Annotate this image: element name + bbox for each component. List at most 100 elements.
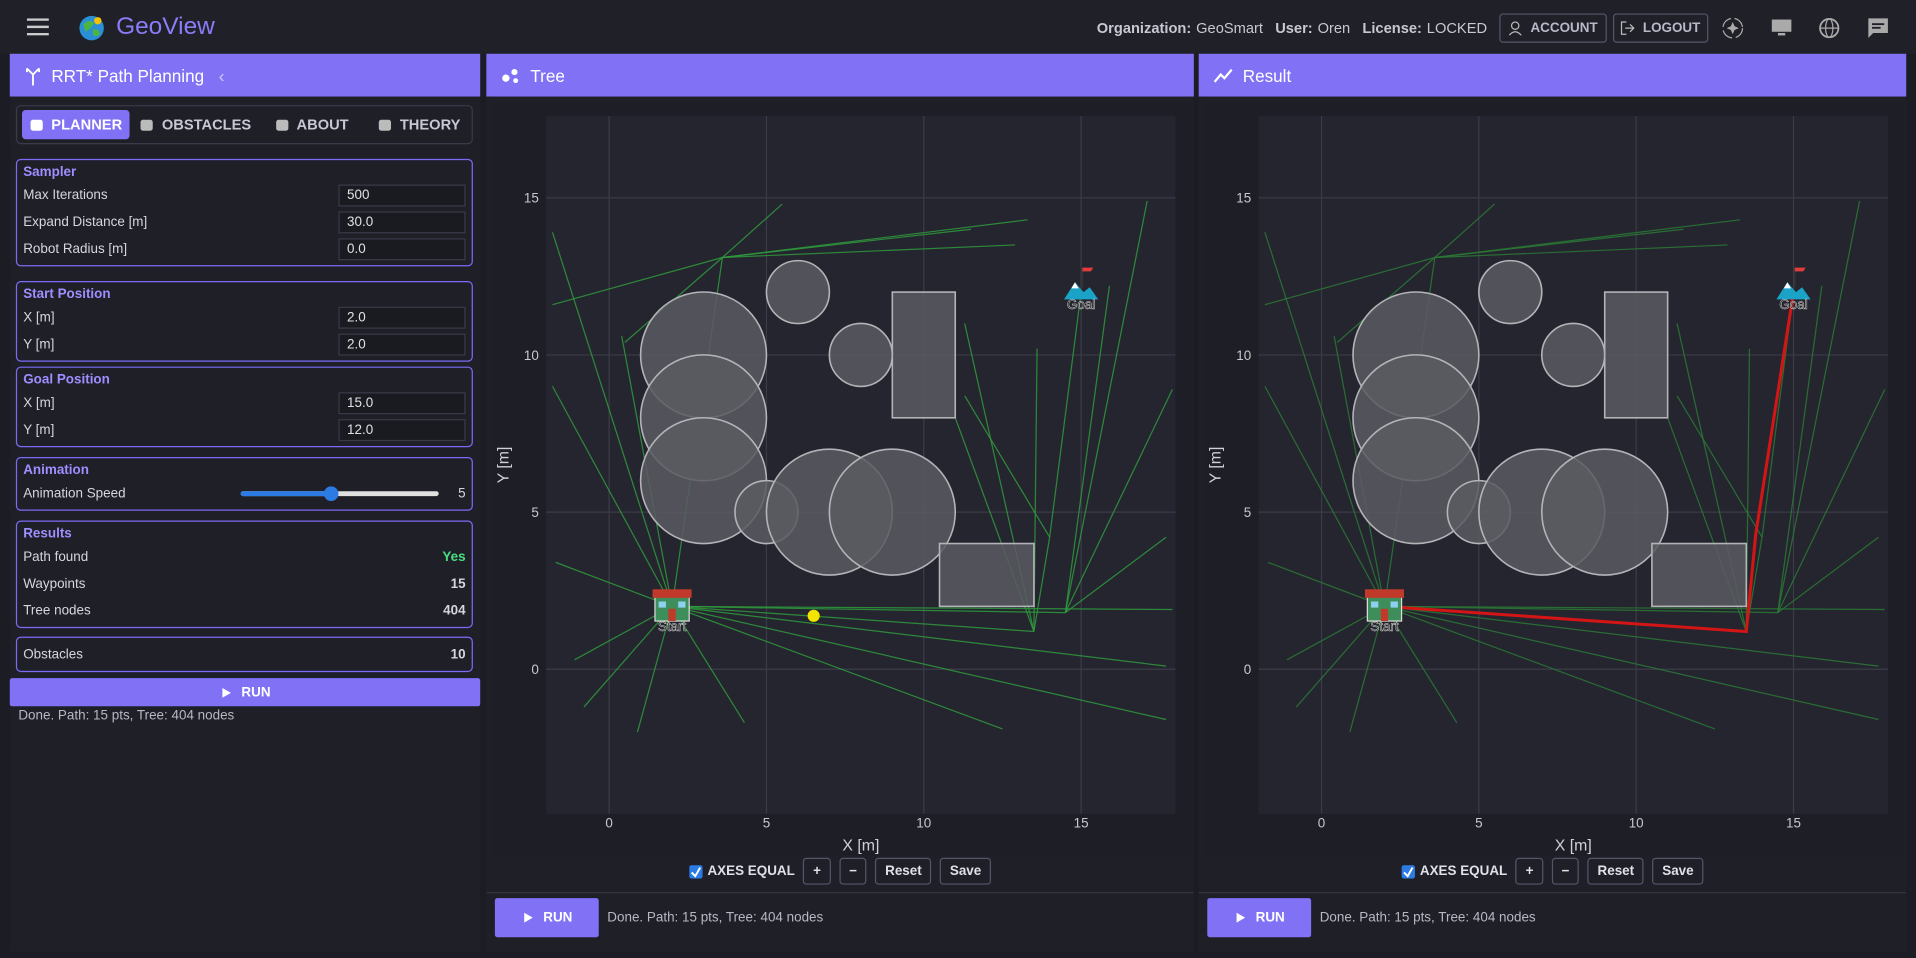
user-info: Organization: GeoSmart User: Oren License:…	[1097, 20, 1487, 37]
field-input[interactable]: 500	[338, 184, 466, 207]
field-input[interactable]: 2.0	[338, 333, 466, 356]
y-axis-label: Y [m]	[1208, 447, 1225, 484]
obstacles-label: Obstacles	[23, 647, 83, 663]
globe-icon[interactable]	[1818, 17, 1840, 39]
goal-label: Goal	[1067, 297, 1095, 312]
run-button[interactable]: RUN	[494, 898, 599, 938]
checkbox	[1401, 864, 1415, 878]
checkbox	[689, 864, 703, 878]
axes-equal[interactable]: AXES EQUAL	[1401, 864, 1507, 879]
result-label: Path found	[23, 549, 89, 565]
sidebar-header: RRT* Path Planning ‹	[9, 53, 481, 97]
tree-edge	[1384, 605, 1716, 730]
tree-edge	[552, 256, 723, 306]
obstacles-row: Obstacles 10	[23, 643, 465, 667]
monitor-icon[interactable]	[1771, 18, 1793, 38]
control-button[interactable]: Save	[1652, 857, 1704, 885]
section: Obstacles 10	[15, 636, 473, 673]
tree-edge	[1384, 605, 1879, 721]
collapse[interactable]: ‹	[218, 65, 225, 85]
tab[interactable]: THEORY	[369, 110, 469, 139]
roof	[652, 589, 692, 598]
roof	[1364, 589, 1405, 598]
control-button[interactable]: Reset	[875, 857, 932, 885]
controls: AXES EQUAL + − Reset Save	[486, 857, 1194, 885]
x-tick-label: 15	[1074, 815, 1089, 830]
tree-edge	[1777, 200, 1861, 613]
field-label: X [m]	[23, 310, 55, 326]
result-label: Tree nodes	[23, 603, 91, 619]
axes-equal-label: AXES EQUAL	[707, 863, 795, 879]
logo	[79, 15, 104, 41]
panel-icon	[1213, 68, 1233, 82]
door	[668, 608, 676, 622]
field-row: Max Iterations 500	[23, 183, 466, 207]
account-button[interactable]: ACCOUNT	[1499, 13, 1607, 43]
chat-icon[interactable]	[1867, 17, 1889, 39]
control-button[interactable]: −	[839, 857, 867, 885]
goal-label: Goal	[1779, 297, 1807, 312]
field-input[interactable]: 30.0	[338, 211, 466, 234]
field-row: Y [m] 2.0	[23, 332, 466, 356]
play-icon	[221, 687, 231, 698]
tree-edge	[1267, 561, 1385, 607]
user-label: User:	[1275, 19, 1313, 37]
control-button[interactable]: +	[1515, 857, 1544, 885]
tree-edge	[1049, 292, 1082, 538]
license-label: License:	[1362, 19, 1422, 37]
section: Animation Animation Speed 5	[15, 457, 473, 511]
sample-point	[807, 609, 820, 622]
menu-icon[interactable]	[26, 18, 49, 36]
y-axis-label: Y [m]	[495, 447, 512, 484]
tab-icon-box	[30, 119, 43, 131]
field-row: Y [m] 12.0	[23, 418, 466, 442]
run-button[interactable]: RUN	[1207, 898, 1312, 938]
logout-text: LOGOUT	[1642, 20, 1701, 36]
field-input[interactable]: 0.0	[338, 238, 466, 261]
slider-value: 5	[458, 486, 466, 501]
start-label: Start	[658, 619, 687, 634]
field-label: X [m]	[23, 395, 55, 411]
path	[1384, 291, 1796, 634]
tab[interactable]: OBSTACLES	[134, 110, 256, 139]
trend	[1213, 68, 1233, 82]
x-tick-label: 0	[605, 815, 612, 830]
tab[interactable]: ABOUT	[259, 110, 364, 139]
control-button[interactable]: +	[803, 857, 831, 885]
run-button[interactable]: RUN	[9, 678, 481, 707]
check	[1403, 866, 1414, 878]
header: GeoView Organization: GeoSmart User: Oren …	[0, 0, 1916, 54]
tree-edge	[1033, 537, 1051, 632]
panel-title: Tree	[530, 65, 565, 85]
tree-edge	[964, 395, 1051, 538]
section-title: Start Position	[23, 287, 111, 302]
field-label: Y [m]	[23, 422, 55, 438]
x-tick-label: 0	[1318, 815, 1325, 830]
field-input[interactable]: 15.0	[338, 392, 466, 415]
start-marker	[652, 589, 692, 622]
y-tick-label: 10	[524, 348, 539, 363]
axes-equal[interactable]: AXES EQUAL	[689, 864, 795, 879]
control-button[interactable]: −	[1551, 857, 1580, 885]
section-title: Sampler	[23, 164, 77, 180]
tree-edge	[1064, 285, 1111, 613]
tab[interactable]: PLANNER	[21, 109, 130, 140]
obstacle	[1540, 322, 1606, 388]
control-button[interactable]: Save	[940, 857, 992, 885]
logout-button[interactable]: LOGOUT	[1612, 13, 1709, 43]
app-name: GeoView	[116, 13, 215, 41]
field-label: Expand Distance [m]	[23, 215, 148, 230]
logout-icon	[1621, 21, 1636, 35]
tree-edge	[671, 605, 1003, 730]
control-button[interactable]: Reset	[1587, 857, 1644, 885]
panel-header: Result	[1198, 53, 1907, 97]
field-input[interactable]: 2.0	[338, 306, 466, 329]
slider[interactable]: 5	[238, 485, 466, 502]
obstacle	[828, 322, 894, 388]
section-title: Goal Position	[23, 372, 110, 388]
slider-label: Animation Speed	[23, 486, 126, 501]
ai-icon[interactable]	[1720, 16, 1744, 40]
tab-label: PLANNER	[51, 116, 123, 134]
field-input[interactable]: 12.0	[338, 419, 466, 442]
